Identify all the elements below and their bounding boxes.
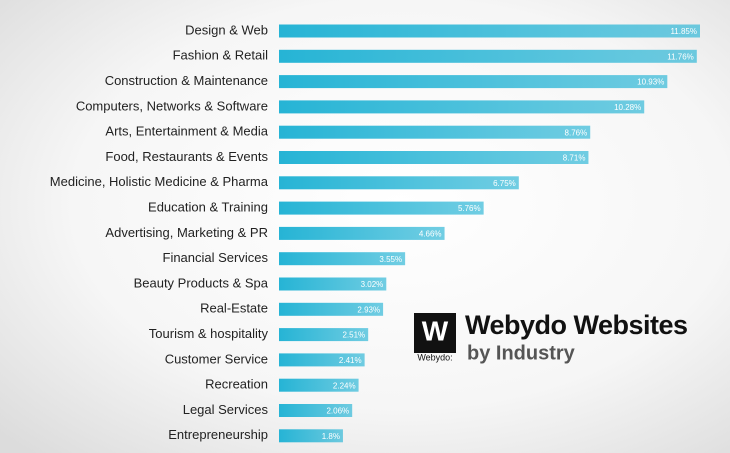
bar [279, 226, 445, 240]
logo-box [414, 313, 456, 353]
value-label: 2.93% [357, 305, 380, 314]
category-label: Construction & Maintenance [105, 73, 268, 88]
value-label: 11.85% [670, 27, 697, 36]
bar [279, 49, 697, 63]
category-label: Entrepreneurship [168, 427, 268, 442]
category-label: Education & Training [148, 200, 268, 215]
bar [279, 100, 645, 114]
category-label: Arts, Entertainment & Media [105, 124, 268, 139]
category-label: Customer Service [165, 351, 268, 366]
value-label: 10.93% [637, 78, 664, 87]
value-label: 2.24% [333, 381, 356, 390]
bar [279, 151, 589, 164]
category-label: Medicine, Holistic Medicine & Pharma [50, 174, 269, 189]
value-label: 2.51% [342, 331, 365, 340]
category-label: Advertising, Marketing & PR [105, 225, 268, 240]
chart-title: Webydo Websites [465, 310, 688, 340]
value-label: 11.76% [667, 52, 694, 61]
category-label: Real-Estate [200, 301, 268, 316]
value-label: 3.55% [379, 255, 402, 264]
bar [279, 75, 668, 89]
logo-text: Webydo: [417, 352, 452, 362]
value-label: 2.06% [326, 407, 349, 416]
category-label: Legal Services [183, 402, 269, 417]
value-label: 1.8% [322, 432, 340, 441]
value-label: 2.41% [339, 356, 362, 365]
chart-subtitle: by Industry [467, 342, 576, 364]
value-label: 5.76% [458, 204, 481, 213]
value-label: 8.71% [563, 154, 586, 163]
category-label: Design & Web [185, 22, 268, 37]
category-label: Food, Restaurants & Events [105, 149, 268, 164]
category-label: Beauty Products & Spa [134, 275, 269, 290]
bar [279, 302, 384, 316]
logo-letter: W [422, 315, 449, 346]
category-label: Fashion & Retail [173, 48, 268, 63]
value-label: 4.66% [419, 230, 442, 239]
bar [279, 378, 359, 392]
value-label: 8.76% [565, 128, 588, 137]
bar [279, 404, 353, 417]
category-label: Computers, Networks & Software [76, 98, 268, 113]
value-label: 10.28% [614, 103, 641, 112]
bar [279, 201, 484, 215]
bar [279, 176, 519, 190]
bar [279, 125, 591, 139]
bar [279, 328, 369, 342]
category-label: Financial Services [163, 250, 269, 265]
bar [279, 277, 387, 291]
value-label: 6.75% [493, 179, 516, 188]
bar [279, 429, 343, 443]
bar [279, 353, 365, 367]
bar [279, 252, 406, 266]
bar [279, 24, 700, 38]
category-label: Tourism & hospitality [149, 326, 269, 341]
value-label: 3.02% [361, 280, 384, 289]
category-label: Recreation [205, 377, 268, 392]
